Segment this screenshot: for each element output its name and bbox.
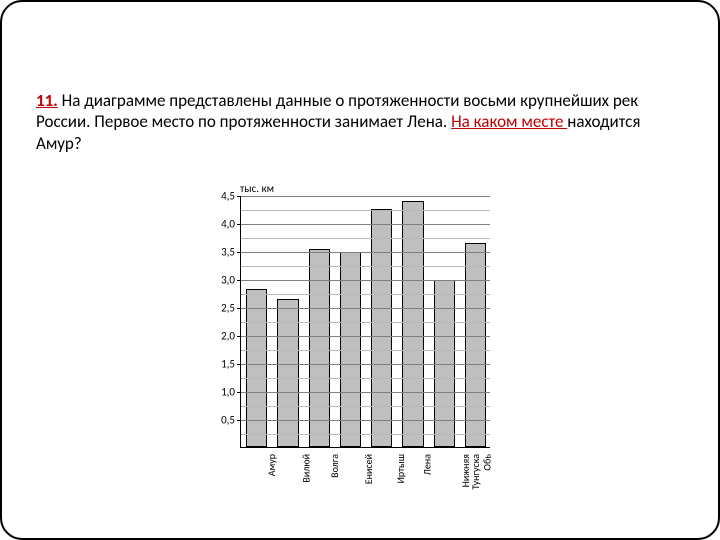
gridline-minor bbox=[241, 350, 490, 351]
gridline-minor bbox=[241, 322, 490, 323]
gridline-minor bbox=[241, 406, 490, 407]
x-label: Лена bbox=[422, 454, 432, 475]
y-tick-label: 0,5 bbox=[221, 414, 235, 427]
chart-container: тыс. км 0,51,01,52,02,53,03,54,04,5 Амур… bbox=[2, 182, 718, 512]
x-label: Амур bbox=[267, 454, 277, 476]
bar bbox=[371, 209, 392, 447]
bar bbox=[309, 249, 330, 447]
question-text: 11. На диаграмме представлены данные о п… bbox=[36, 90, 684, 154]
gridline-minor bbox=[241, 210, 490, 211]
y-tick-label: 3,5 bbox=[221, 246, 235, 259]
y-tick-mark bbox=[237, 336, 241, 337]
gridline-major bbox=[241, 196, 490, 197]
y-tick-mark bbox=[237, 308, 241, 309]
bar-chart: тыс. км 0,51,01,52,02,53,03,54,04,5 Амур… bbox=[190, 182, 530, 512]
gridline-major bbox=[241, 280, 490, 281]
gridline-major bbox=[241, 224, 490, 225]
y-axis-label: тыс. км bbox=[240, 182, 274, 195]
y-tick-label: 1,5 bbox=[221, 358, 235, 371]
y-tick-mark bbox=[237, 252, 241, 253]
y-tick-label: 2,5 bbox=[221, 302, 235, 315]
gridline-major bbox=[241, 336, 490, 337]
y-tick-label: 2,0 bbox=[221, 330, 235, 343]
y-tick-label: 4,0 bbox=[221, 218, 235, 231]
x-label: Иртыш bbox=[395, 454, 405, 484]
gridline-major bbox=[241, 420, 490, 421]
gridline-minor bbox=[241, 434, 490, 435]
y-tick-mark bbox=[237, 392, 241, 393]
slide-frame: 11. На диаграмме представлены данные о п… bbox=[0, 0, 720, 540]
y-tick-label: 3,0 bbox=[221, 274, 235, 287]
gridline-major bbox=[241, 392, 490, 393]
y-tick-mark bbox=[237, 280, 241, 281]
gridline-major bbox=[241, 308, 490, 309]
bar bbox=[465, 243, 486, 447]
gridline-minor bbox=[241, 294, 490, 295]
y-tick-label: 4,5 bbox=[221, 190, 235, 203]
x-label: Волга bbox=[330, 454, 340, 478]
plot-area: 0,51,01,52,02,53,03,54,04,5 bbox=[240, 196, 490, 448]
x-label: НижняяТунгуска bbox=[461, 454, 481, 490]
bar bbox=[277, 299, 298, 447]
gridline-minor bbox=[241, 266, 490, 267]
gridline-major bbox=[241, 364, 490, 365]
bar bbox=[246, 289, 267, 447]
x-label: Енисей bbox=[365, 454, 375, 484]
gridline-minor bbox=[241, 378, 490, 379]
gridline-major bbox=[241, 252, 490, 253]
y-tick-mark bbox=[237, 224, 241, 225]
y-tick-label: 1,0 bbox=[221, 386, 235, 399]
question-number: 11. bbox=[36, 90, 58, 111]
question-underline: На каком месте bbox=[451, 111, 567, 132]
y-tick-mark bbox=[237, 196, 241, 197]
x-label: Вилюй bbox=[301, 454, 311, 483]
gridline-minor bbox=[241, 238, 490, 239]
y-tick-mark bbox=[237, 420, 241, 421]
x-label: Обь bbox=[483, 454, 493, 471]
x-labels: Амур Вилюй Волга Енисей Иртыш Лена НижняяТунгу… bbox=[240, 448, 490, 508]
y-tick-mark bbox=[237, 364, 241, 365]
